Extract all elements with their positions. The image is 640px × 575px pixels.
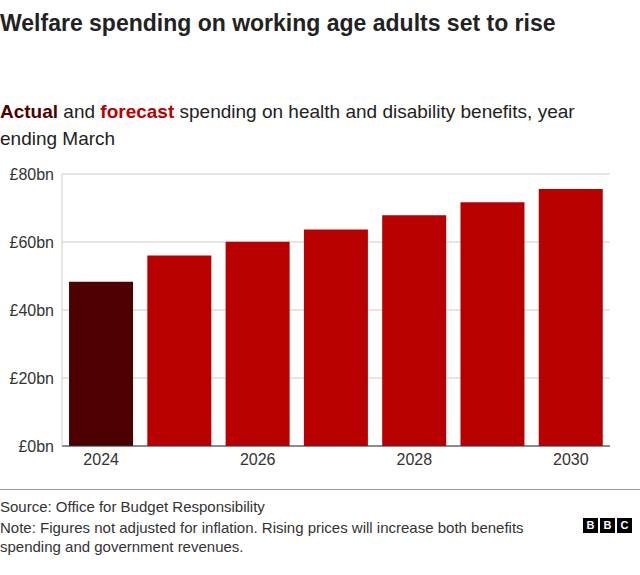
- html-text:Welfare spending on working ag: Welfare spending on working age adults s…: [0, 10, 556, 36]
- svg-text:£40bn: £40bn: [10, 302, 55, 319]
- svg-text:£60bn: £60bn: [10, 234, 55, 251]
- svg-text:2026: 2026: [240, 451, 276, 468]
- html-text:C: C: [620, 519, 629, 531]
- svg-text:£80bn: £80bn: [10, 166, 55, 183]
- svg-text:£0bn: £0bn: [18, 438, 54, 455]
- html-text:Note: Figures not adjusted for: Note: Figures not adjusted for inflation…: [0, 519, 524, 555]
- svg-text:2028: 2028: [396, 451, 432, 468]
- html-text:Actual and forecast spending o: Actual and forecast spending on health a…: [0, 101, 575, 149]
- html-text:B: B: [586, 519, 595, 531]
- html-text:B: B: [603, 519, 612, 531]
- svg-text:2030: 2030: [553, 451, 589, 468]
- svg-text:2024: 2024: [83, 451, 119, 468]
- svg-text:£20bn: £20bn: [10, 370, 55, 387]
- html-text:Source: Office for Budget Resp: Source: Office for Budget Responsibility: [0, 498, 265, 515]
